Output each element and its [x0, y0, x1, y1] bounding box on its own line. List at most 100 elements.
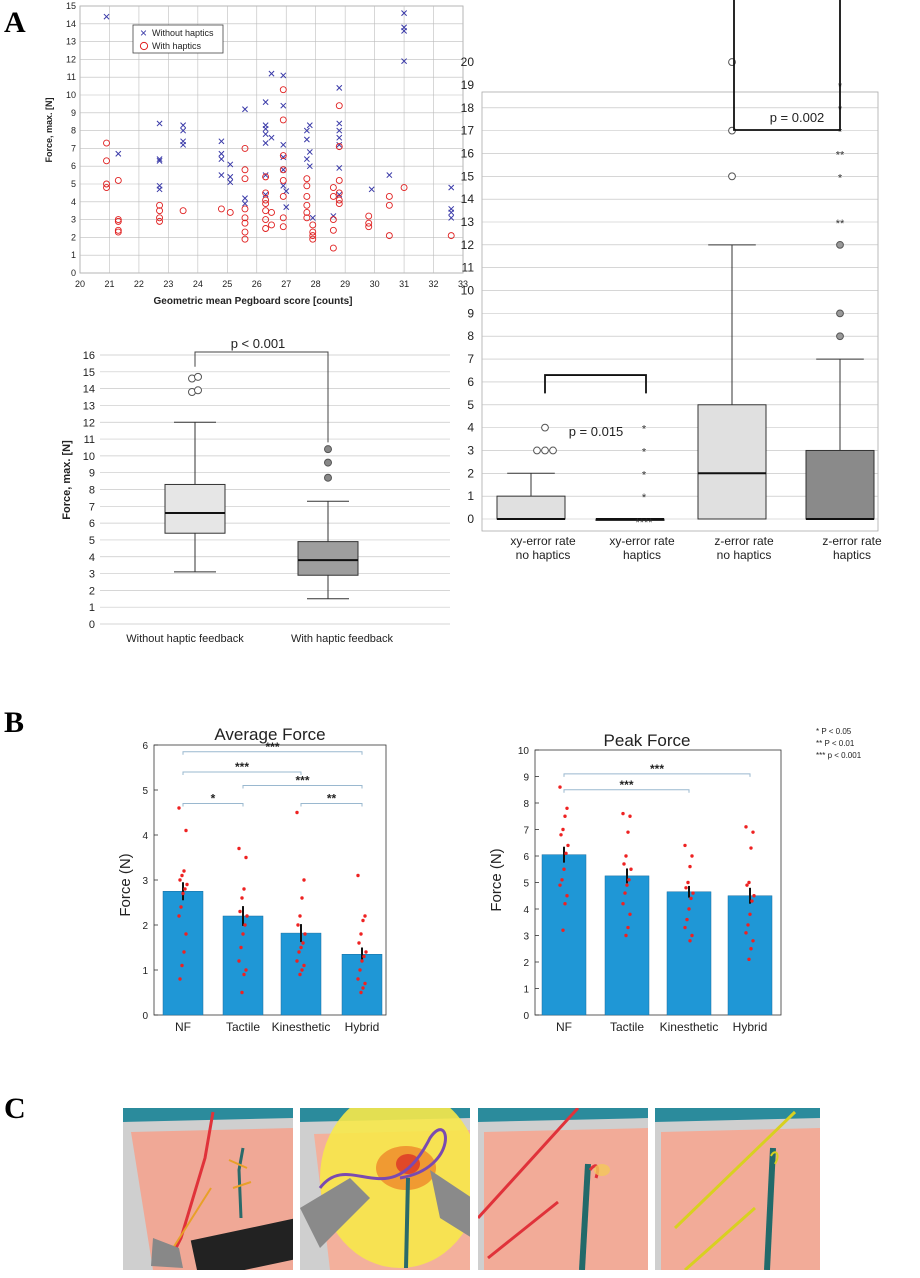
scatter-point-without-haptics [227, 161, 234, 168]
avg-data-point [357, 941, 361, 945]
scatter-point-with-haptics [241, 144, 249, 152]
x-stroke [218, 172, 225, 179]
avg-ytick: 5 [142, 786, 148, 797]
error-box-ytick: 13 [461, 215, 475, 229]
avg-data-point [300, 968, 304, 972]
error-box-3-iqr [805, 449, 875, 520]
force-box-bracket [194, 351, 329, 443]
scatter-point-with-haptics [303, 209, 311, 216]
error-box-ytick: 14 [461, 192, 475, 206]
image-4-art [655, 1108, 820, 1270]
avg-ytick: 1 [142, 966, 148, 977]
avg-sig-label: * [211, 792, 216, 806]
scatter-point-without-haptics [309, 214, 316, 221]
scatter-xtick: 21 [104, 279, 114, 289]
scatter-ytick: 0 [71, 268, 76, 278]
x-stroke [303, 156, 310, 163]
avg-data-point [363, 914, 367, 918]
x-stroke [280, 102, 287, 109]
scatter-point-with-haptics [303, 182, 311, 190]
avg-bar [341, 954, 383, 1016]
avg-sig-bracket [182, 803, 244, 807]
peak-bar [541, 854, 587, 1016]
scatter-point-without-haptics [336, 120, 343, 127]
x-stroke [306, 149, 313, 155]
scatter-point-without-haptics [268, 70, 275, 77]
legend-without-haptics: Without haptics [152, 28, 214, 38]
avg-data-point [177, 914, 181, 918]
vr-suture-thread-pull [655, 1108, 825, 1270]
scatter-point-with-haptics [329, 193, 337, 200]
scatter-point-with-haptics [303, 175, 311, 183]
error-box-outlier [541, 423, 549, 432]
avg-data-point [356, 873, 360, 878]
x-stroke [180, 122, 187, 129]
error-box-ytick: 3 [467, 443, 474, 457]
peak-data-point [565, 894, 569, 898]
scatter-ylabel: Force, max. [N] [44, 97, 54, 162]
peak-data-point [558, 883, 562, 887]
error-box-extreme-row: **** [635, 517, 653, 529]
error-box-xlabel-line2: haptics [623, 548, 661, 562]
scatter-point-with-haptics [226, 209, 234, 216]
peak-ytick: 6 [523, 852, 529, 863]
x-stroke [103, 13, 110, 20]
peak-ytick: 10 [518, 746, 530, 757]
peak-ytick: 0 [523, 1011, 529, 1022]
vr-suture-needle-grasp [123, 1108, 293, 1270]
peak-data-point [691, 891, 695, 895]
scatter-point-with-haptics [156, 214, 163, 222]
x-stroke [309, 214, 316, 221]
scatter-point-with-haptics [279, 166, 287, 174]
peak-ytick: 1 [523, 985, 529, 996]
avg-xtick: NF [175, 1020, 191, 1034]
error-box-0-box [496, 472, 566, 520]
avg-data-point [245, 914, 249, 918]
scatter-point-without-haptics [303, 136, 310, 143]
error-box-ytick: 17 [461, 124, 475, 138]
force-box-ytick: 3 [89, 569, 95, 581]
error-box-xlabel-line1: z-error rate [714, 534, 774, 548]
scatter-point-with-haptics [279, 152, 287, 159]
scatter-point-without-haptics [336, 84, 343, 91]
scatter-point-with-haptics [279, 116, 287, 124]
error-box-ytick: 5 [467, 398, 474, 412]
peak-data-point [560, 878, 564, 882]
force-box-outlier [194, 372, 202, 381]
x-stroke [262, 125, 269, 132]
scatter-point-with-haptics [365, 223, 373, 231]
x-stroke [156, 157, 163, 164]
force-box-ytick: 7 [89, 501, 95, 513]
scatter-point-with-haptics [114, 228, 122, 236]
error-box-xlabel-line2: haptics [833, 548, 871, 562]
scatter-ytick: 4 [71, 197, 76, 207]
scatter-point-without-haptics [401, 10, 408, 17]
error-box-extreme-star: * [642, 492, 647, 504]
avg-data-point [179, 905, 183, 909]
x-stroke [156, 186, 163, 193]
significance-legend: * P < 0.05 ** P < 0.01 *** p < 0.001 [816, 727, 862, 760]
peak-data-point [747, 957, 751, 962]
x-stroke [336, 84, 343, 91]
peak-force-ylabel: Force (N) [488, 848, 505, 911]
force-box-1-box [297, 500, 359, 600]
scatter-xtick: 30 [370, 279, 380, 289]
x-stroke [218, 156, 225, 163]
scatter-point-with-haptics [309, 232, 317, 240]
scatter-point-with-haptics [262, 189, 270, 197]
peak-ytick: 3 [523, 932, 529, 943]
scatter-point-with-haptics [262, 173, 270, 181]
error-box-ytick: 9 [467, 306, 474, 320]
scatter-point-with-haptics [156, 217, 163, 225]
avg-ytick: 3 [142, 876, 148, 887]
panel-label-a: A [4, 6, 26, 39]
force-box-ytick: 12 [83, 417, 95, 429]
avg-data-point [237, 959, 241, 963]
scatter-ytick: 10 [66, 90, 76, 100]
x-stroke [280, 182, 287, 189]
peak-data-point [752, 894, 756, 898]
scatter-point-without-haptics [280, 154, 287, 161]
error-box-ytick: 2 [467, 466, 474, 480]
peak-sig-label: *** [650, 762, 664, 776]
scatter-ytick: 2 [71, 232, 76, 242]
